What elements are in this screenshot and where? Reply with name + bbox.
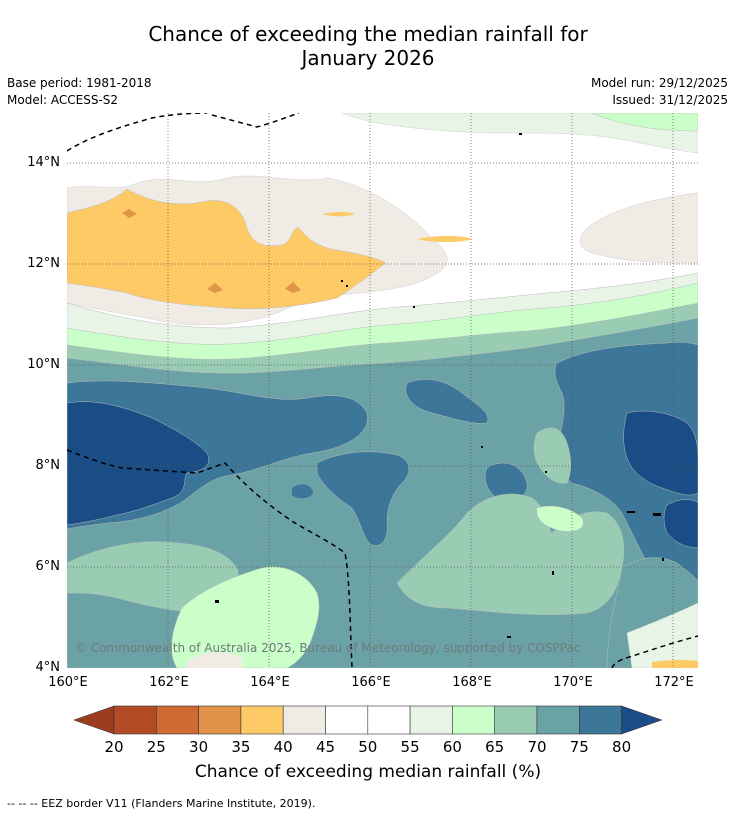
colorbar-tick-label: 45 [315,738,336,756]
map-svg [67,113,698,668]
colorbar-tick-label: 50 [358,738,378,756]
colorbar-tick-label: 40 [273,738,293,756]
x-label-160e: 160°E [48,675,88,690]
contour-45-east [579,192,698,264]
x-label-164e: 164°E [250,675,290,690]
contour-above-80-west [67,401,210,526]
contour-40-dry [67,188,386,310]
x-label-166e: 166°E [351,675,391,690]
base-period: Base period: 1981-2018 [7,76,152,90]
colorbar-segment [578,705,622,735]
contour-65-south [171,566,320,668]
colorbar-tick-label: 25 [146,738,166,756]
metadata-right: Model run: 29/12/2025 Issued: 31/12/2025 [591,75,728,109]
colorbar-segment [282,705,326,735]
colorbar-segment [156,705,199,735]
contour-65-center [536,505,584,532]
y-label-12n: 12°N [27,256,60,271]
contour-above-80-east-2 [663,499,698,549]
metadata-left: Base period: 1981-2018 Model: ACCESS-S2 [7,75,152,109]
contour-35-dot-1 [122,209,137,218]
colorbar-tick-label: 35 [231,738,251,756]
contour-40-small [417,236,472,242]
y-label-4n: 4°N [35,660,61,675]
colorbar-segment [198,705,242,735]
colorbar-tick-label: 60 [442,738,462,756]
model-name: Model: ACCESS-S2 [7,93,119,107]
issued-date: Issued: 31/12/2025 [612,93,728,107]
model-run: Model run: 29/12/2025 [590,76,728,90]
colorbar-title: Chance of exceeding median rainfall (%) [194,762,542,782]
chart-title: Chance of exceeding the median rainfall … [0,22,736,70]
colorbar-tick-label: 30 [189,738,209,756]
contour-35-dot-3 [285,282,301,293]
colorbar-tick-label: 55 [400,738,420,756]
contour-80-center [316,451,410,546]
colorbar-extend-low [73,705,115,735]
contour-40-small-2 [322,212,355,217]
contour-65-north [591,113,698,132]
x-label-172e: 172°E [654,675,694,690]
x-label-170e: 170°E [553,675,593,690]
eez-footnote: -- -- -- EEZ border V11 (Flanders Marine… [7,797,316,810]
rainfall-map[interactable] [67,113,698,668]
copyright-notice: © Commonwealth of Australia 2025, Bureau… [75,641,581,655]
contour-70-center-top [533,427,571,484]
colorbar-tick-label: 75 [569,738,589,756]
contour-80-east [554,341,698,590]
colorbar-segment [536,705,580,735]
colorbar [73,705,663,735]
contour-above-80-east [623,410,698,496]
title-line-1: Chance of exceeding the median rainfall … [148,22,588,46]
colorbar-tick-label: 80 [612,738,632,756]
colorbar-tick-label: 65 [485,738,505,756]
gridlines [67,113,698,668]
colorbar-segment [367,705,411,735]
contour-40-south-east [652,660,698,668]
eez-borders [67,113,698,668]
contour-80-mid [405,379,489,424]
colorbar-extend-high [621,705,663,735]
y-label-14n: 14°N [27,155,60,170]
x-label-162e: 162°E [149,675,189,690]
x-label-168e: 168°E [452,675,492,690]
colorbar-segment [325,705,369,735]
contour-45-south-west [187,651,242,668]
islands [215,133,664,638]
contour-80-dot [292,484,313,499]
colorbar-tick-label: 20 [104,738,124,756]
y-label-8n: 8°N [35,458,61,473]
colorbar-segment [240,705,284,735]
contour-35-dot-2 [207,283,223,293]
colorbar-segment [494,705,538,735]
colorbar-segment [409,705,453,735]
title-line-2: January 2026 [301,46,435,70]
colorbar-segment [113,705,157,735]
colorbar-segment [452,705,495,735]
y-label-6n: 6°N [35,559,61,574]
y-label-10n: 10°N [27,357,60,372]
colorbar-tick-label: 70 [527,738,547,756]
